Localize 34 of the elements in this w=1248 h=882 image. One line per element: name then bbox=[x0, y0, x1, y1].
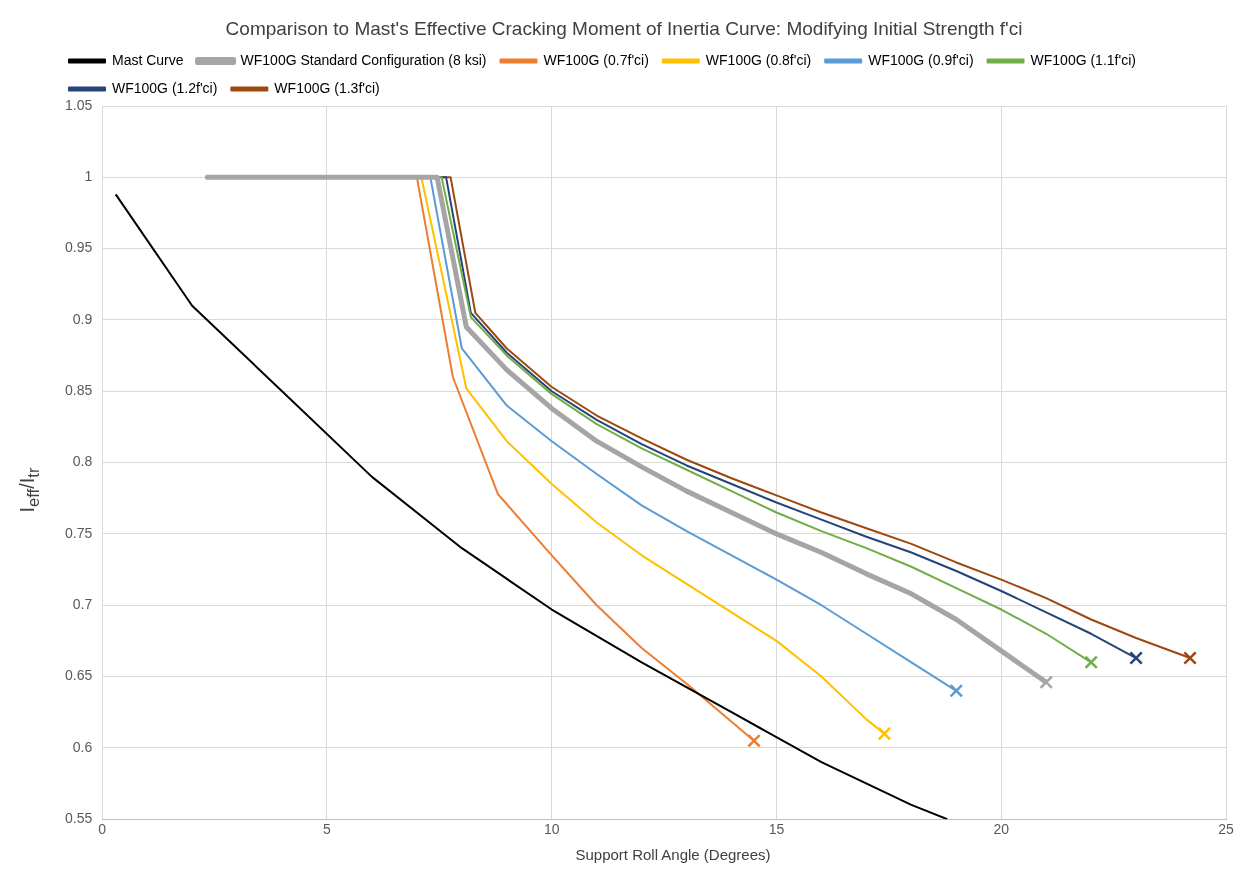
chart-title: Comparison to Mast's Effective Cracking Moment of Inertia Curve: Modifying Initial Strength f'ci bbox=[224, 18, 1024, 40]
point bbox=[747, 733, 761, 748]
y-tick-label: 0.85 bbox=[65, 382, 93, 399]
legend-label: WF100G (0.9f'ci) bbox=[868, 51, 974, 68]
point bbox=[1183, 651, 1197, 665]
point bbox=[877, 726, 892, 741]
point bbox=[1084, 655, 1099, 670]
y-tick-label: 0.75 bbox=[65, 524, 93, 541]
y-tick-label: 0.6 bbox=[72, 738, 93, 755]
legend-label: WF100G (0.7f'ci) bbox=[543, 51, 649, 68]
point bbox=[949, 683, 964, 698]
y-tick-label: 0.55 bbox=[65, 810, 93, 827]
point bbox=[1129, 651, 1144, 665]
x-tick-label: 0 bbox=[98, 821, 107, 838]
legend-label: WF100G (1.1f'ci) bbox=[1030, 51, 1136, 68]
legend-label: WF100G (1.3f'ci) bbox=[274, 79, 380, 96]
x-tick-label: 10 bbox=[543, 821, 560, 838]
legend-label: WF100G (0.8f'ci) bbox=[705, 51, 812, 68]
y-tick-label: 0.8 bbox=[72, 453, 93, 470]
legend-label: WF100G (1.2f'ci) bbox=[112, 79, 218, 96]
y-tick-label: 0.65 bbox=[65, 667, 93, 684]
y-tick-label: 0.9 bbox=[72, 310, 93, 327]
x-axis-title: Support Roll Angle (Degrees) bbox=[574, 846, 772, 863]
x-tick-label: 5 bbox=[323, 821, 332, 838]
point bbox=[1039, 675, 1054, 690]
y-tick-label: 1.05 bbox=[65, 96, 93, 113]
y-tick-label: 1 bbox=[84, 168, 93, 185]
x-tick-label: 20 bbox=[993, 821, 1010, 838]
y-tick-label: 0.95 bbox=[65, 239, 93, 256]
y-tick-label: 0.7 bbox=[72, 596, 93, 613]
legend-label: Mast Curve bbox=[112, 51, 184, 68]
x-tick-label: 25 bbox=[1218, 821, 1234, 838]
x-tick-label: 15 bbox=[768, 821, 785, 838]
legend-label: WF100G Standard Configuration (8 ksi) bbox=[240, 51, 487, 68]
